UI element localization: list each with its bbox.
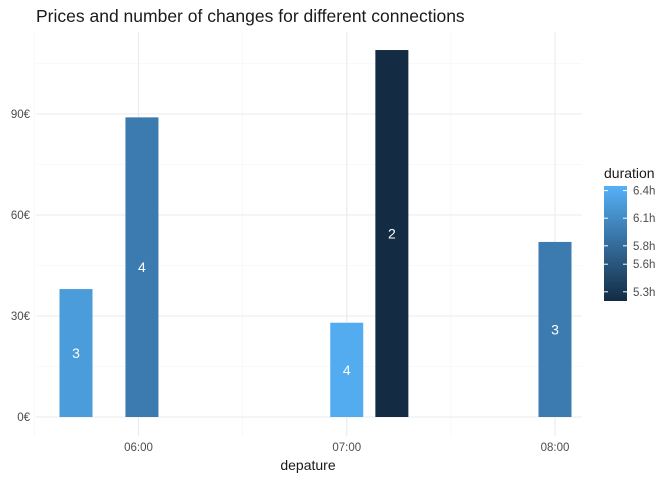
x-axis-ticks: 06:00 07:00 08:00: [124, 442, 569, 454]
legend-colorbar: [604, 186, 627, 301]
legend-label: 6.4h: [633, 186, 655, 198]
y-tick-label: 30€: [11, 311, 31, 323]
x-tick-label: 06:00: [124, 442, 153, 454]
y-tick-label: 0€: [17, 412, 30, 424]
legend-ticks: 6.4h 6.1h 5.8h 5.6h 5.3h: [604, 186, 655, 299]
bar-label: 4: [343, 362, 351, 378]
chart-title: Prices and number of changes for differe…: [36, 6, 465, 26]
x-tick-label: 07:00: [332, 442, 361, 454]
bar-label: 4: [138, 259, 146, 275]
bar-label: 2: [388, 226, 396, 242]
legend-label: 5.3h: [633, 287, 655, 299]
x-axis-title: depature: [280, 457, 335, 473]
bar: [125, 117, 159, 417]
x-tick-label: 08:00: [541, 442, 570, 454]
bar-labels: 3 4 4 2 3: [72, 226, 559, 378]
bars: [59, 50, 572, 418]
legend-label: 5.6h: [633, 259, 655, 271]
legend-label: 6.1h: [633, 213, 655, 225]
bar: [538, 241, 572, 417]
grid: [34, 32, 582, 436]
bar: [375, 50, 409, 418]
bar: [59, 289, 93, 417]
y-tick-label: 60€: [11, 210, 31, 222]
bar-label: 3: [551, 321, 559, 337]
legend-label: 5.8h: [633, 241, 655, 253]
legend: duration 6.4h 6.1h 5.8h 5.6h 5.3h: [604, 165, 655, 301]
y-tick-label: 90€: [11, 109, 31, 121]
legend-title: duration: [604, 165, 655, 181]
y-axis-ticks: 0€ 30€ 60€ 90€: [11, 109, 31, 424]
bar-label: 3: [72, 345, 80, 361]
bar: [330, 322, 364, 417]
